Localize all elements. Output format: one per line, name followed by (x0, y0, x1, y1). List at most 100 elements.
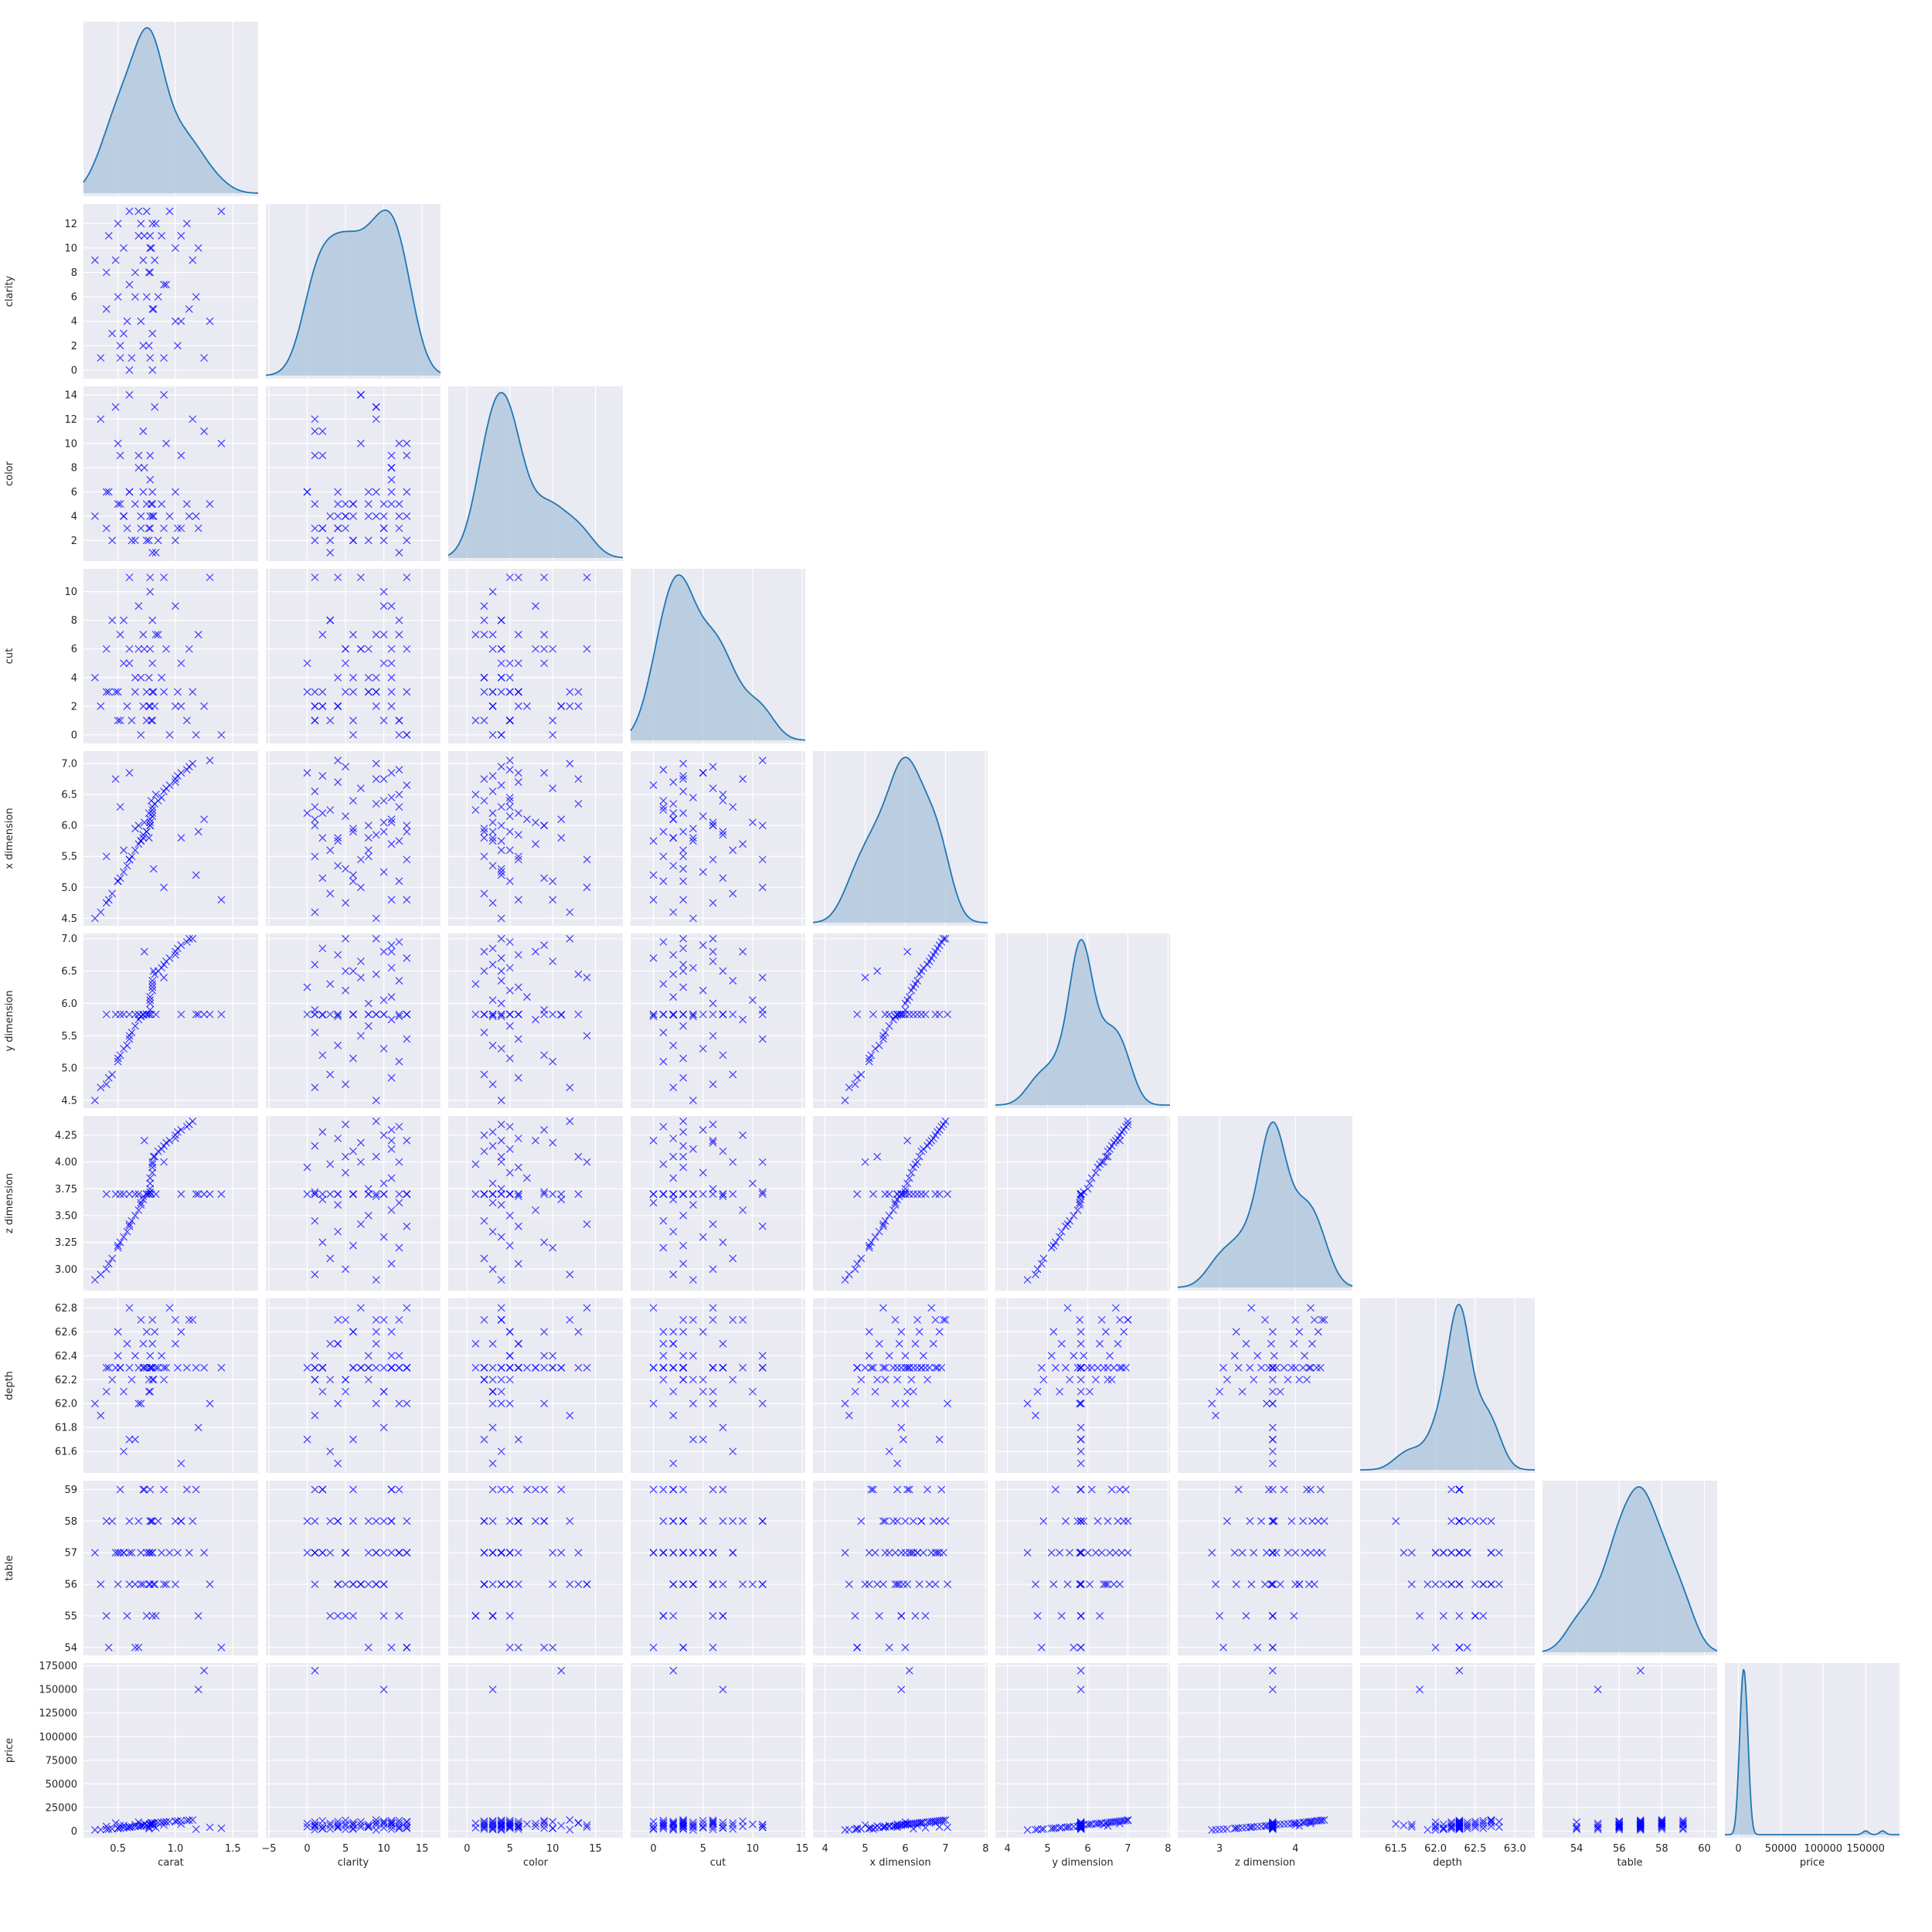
scatter-point (403, 645, 411, 653)
scatter-point (387, 1822, 396, 1831)
scatter-point (574, 1328, 583, 1336)
scatter-point (758, 1352, 767, 1360)
scatter-point (1407, 1549, 1416, 1557)
scatter-point (349, 730, 357, 739)
scatter-point (395, 439, 403, 447)
scatter-point (669, 993, 678, 1001)
x-tick-label: −5 (261, 1843, 276, 1855)
scatter-point (514, 1035, 522, 1043)
scatter-point (566, 1315, 574, 1324)
scatter-point (311, 908, 319, 917)
scatter-point (160, 1158, 168, 1166)
scatter-point (146, 1352, 155, 1360)
scatter-point (206, 1190, 214, 1199)
panel-clarity-vs-clarity (265, 204, 441, 379)
panel-background (813, 934, 988, 1108)
scatter-point (148, 659, 157, 668)
scatter-point (1407, 1580, 1416, 1588)
scatter-point (146, 1485, 155, 1494)
scatter-point (403, 451, 411, 460)
scatter-point (1023, 1549, 1032, 1557)
scatter-point (891, 1201, 900, 1209)
scatter-point (1238, 1549, 1247, 1557)
x-tick-label: 58 (1655, 1843, 1668, 1855)
scatter-point (679, 1212, 687, 1219)
scatter-point (116, 1363, 124, 1372)
scatter-point (659, 1611, 668, 1620)
scatter-point (853, 1073, 862, 1082)
scatter-point (334, 702, 342, 710)
scatter-point (1267, 1580, 1275, 1588)
scatter-point (739, 1517, 747, 1526)
scatter-point (356, 784, 365, 793)
scatter-point (758, 1190, 767, 1199)
scatter-point (134, 232, 143, 240)
scatter-point (349, 1190, 357, 1199)
scatter-point (148, 1611, 157, 1620)
scatter-point (326, 1190, 335, 1199)
scatter-point (758, 821, 767, 830)
scatter-point (1447, 1517, 1456, 1526)
scatter-point (583, 1158, 591, 1166)
scatter-point (919, 964, 927, 972)
scatter-point (311, 451, 319, 460)
scatter-point (1107, 1485, 1116, 1494)
y-axis-label-table: table (4, 1556, 15, 1581)
scatter-point (505, 1122, 514, 1131)
scatter-point (1431, 1580, 1440, 1588)
scatter-point (206, 500, 214, 509)
scatter-point (1257, 1517, 1266, 1526)
scatter-point (574, 970, 583, 978)
scatter-point (540, 874, 549, 883)
scatter-point (669, 1227, 678, 1236)
scatter-point (649, 1824, 658, 1832)
scatter-point (326, 1611, 335, 1620)
scatter-point (318, 702, 327, 710)
scatter-point (326, 1821, 335, 1830)
y-tick-label: 5.0 (61, 883, 77, 894)
scatter-point (349, 1824, 357, 1832)
scatter-point (131, 1352, 139, 1360)
scatter-point (649, 781, 658, 790)
scatter-point (403, 1643, 411, 1651)
panel-background (448, 1298, 623, 1473)
scatter-point (659, 877, 668, 886)
scatter-point (913, 1549, 922, 1557)
scatter-point (139, 1485, 148, 1494)
scatter-point (125, 1190, 134, 1199)
scatter-point (379, 1818, 388, 1827)
panel-z-dimension-vs-cut (631, 1116, 805, 1291)
y-tick-label: 55 (64, 1611, 77, 1622)
scatter-point (142, 1611, 151, 1620)
y-tick-label: 14 (64, 389, 77, 401)
scatter-point (729, 889, 737, 898)
scatter-point (549, 1190, 557, 1199)
scatter-point (387, 1145, 396, 1153)
scatter-point (1219, 1363, 1227, 1372)
scatter-point (659, 797, 668, 805)
scatter-point (151, 1363, 160, 1372)
scatter-point (1423, 1825, 1432, 1834)
scatter-point (1299, 1517, 1308, 1526)
scatter-point (488, 787, 497, 796)
scatter-point (889, 1206, 897, 1214)
scatter-point (480, 1517, 488, 1526)
scatter-point (334, 837, 342, 845)
scatter-point (1280, 1363, 1288, 1372)
scatter-point (583, 973, 591, 981)
scatter-point (200, 1363, 209, 1372)
scatter-point (921, 1010, 930, 1019)
y-tick-label: 4 (71, 316, 77, 328)
scatter-point (1023, 1826, 1032, 1834)
scatter-point (557, 1485, 566, 1494)
scatter-point (356, 1818, 365, 1826)
scatter-point (139, 1192, 148, 1200)
x-tick-label: 15 (589, 1843, 602, 1855)
scatter-point (1250, 1376, 1258, 1384)
scatter-point (364, 1185, 372, 1193)
panel-depth-vs-y-dimension (995, 1298, 1170, 1473)
scatter-point (395, 1824, 403, 1832)
x-tick-label: 1.5 (225, 1843, 241, 1855)
scatter-point (679, 983, 687, 992)
scatter-point (497, 1315, 505, 1324)
